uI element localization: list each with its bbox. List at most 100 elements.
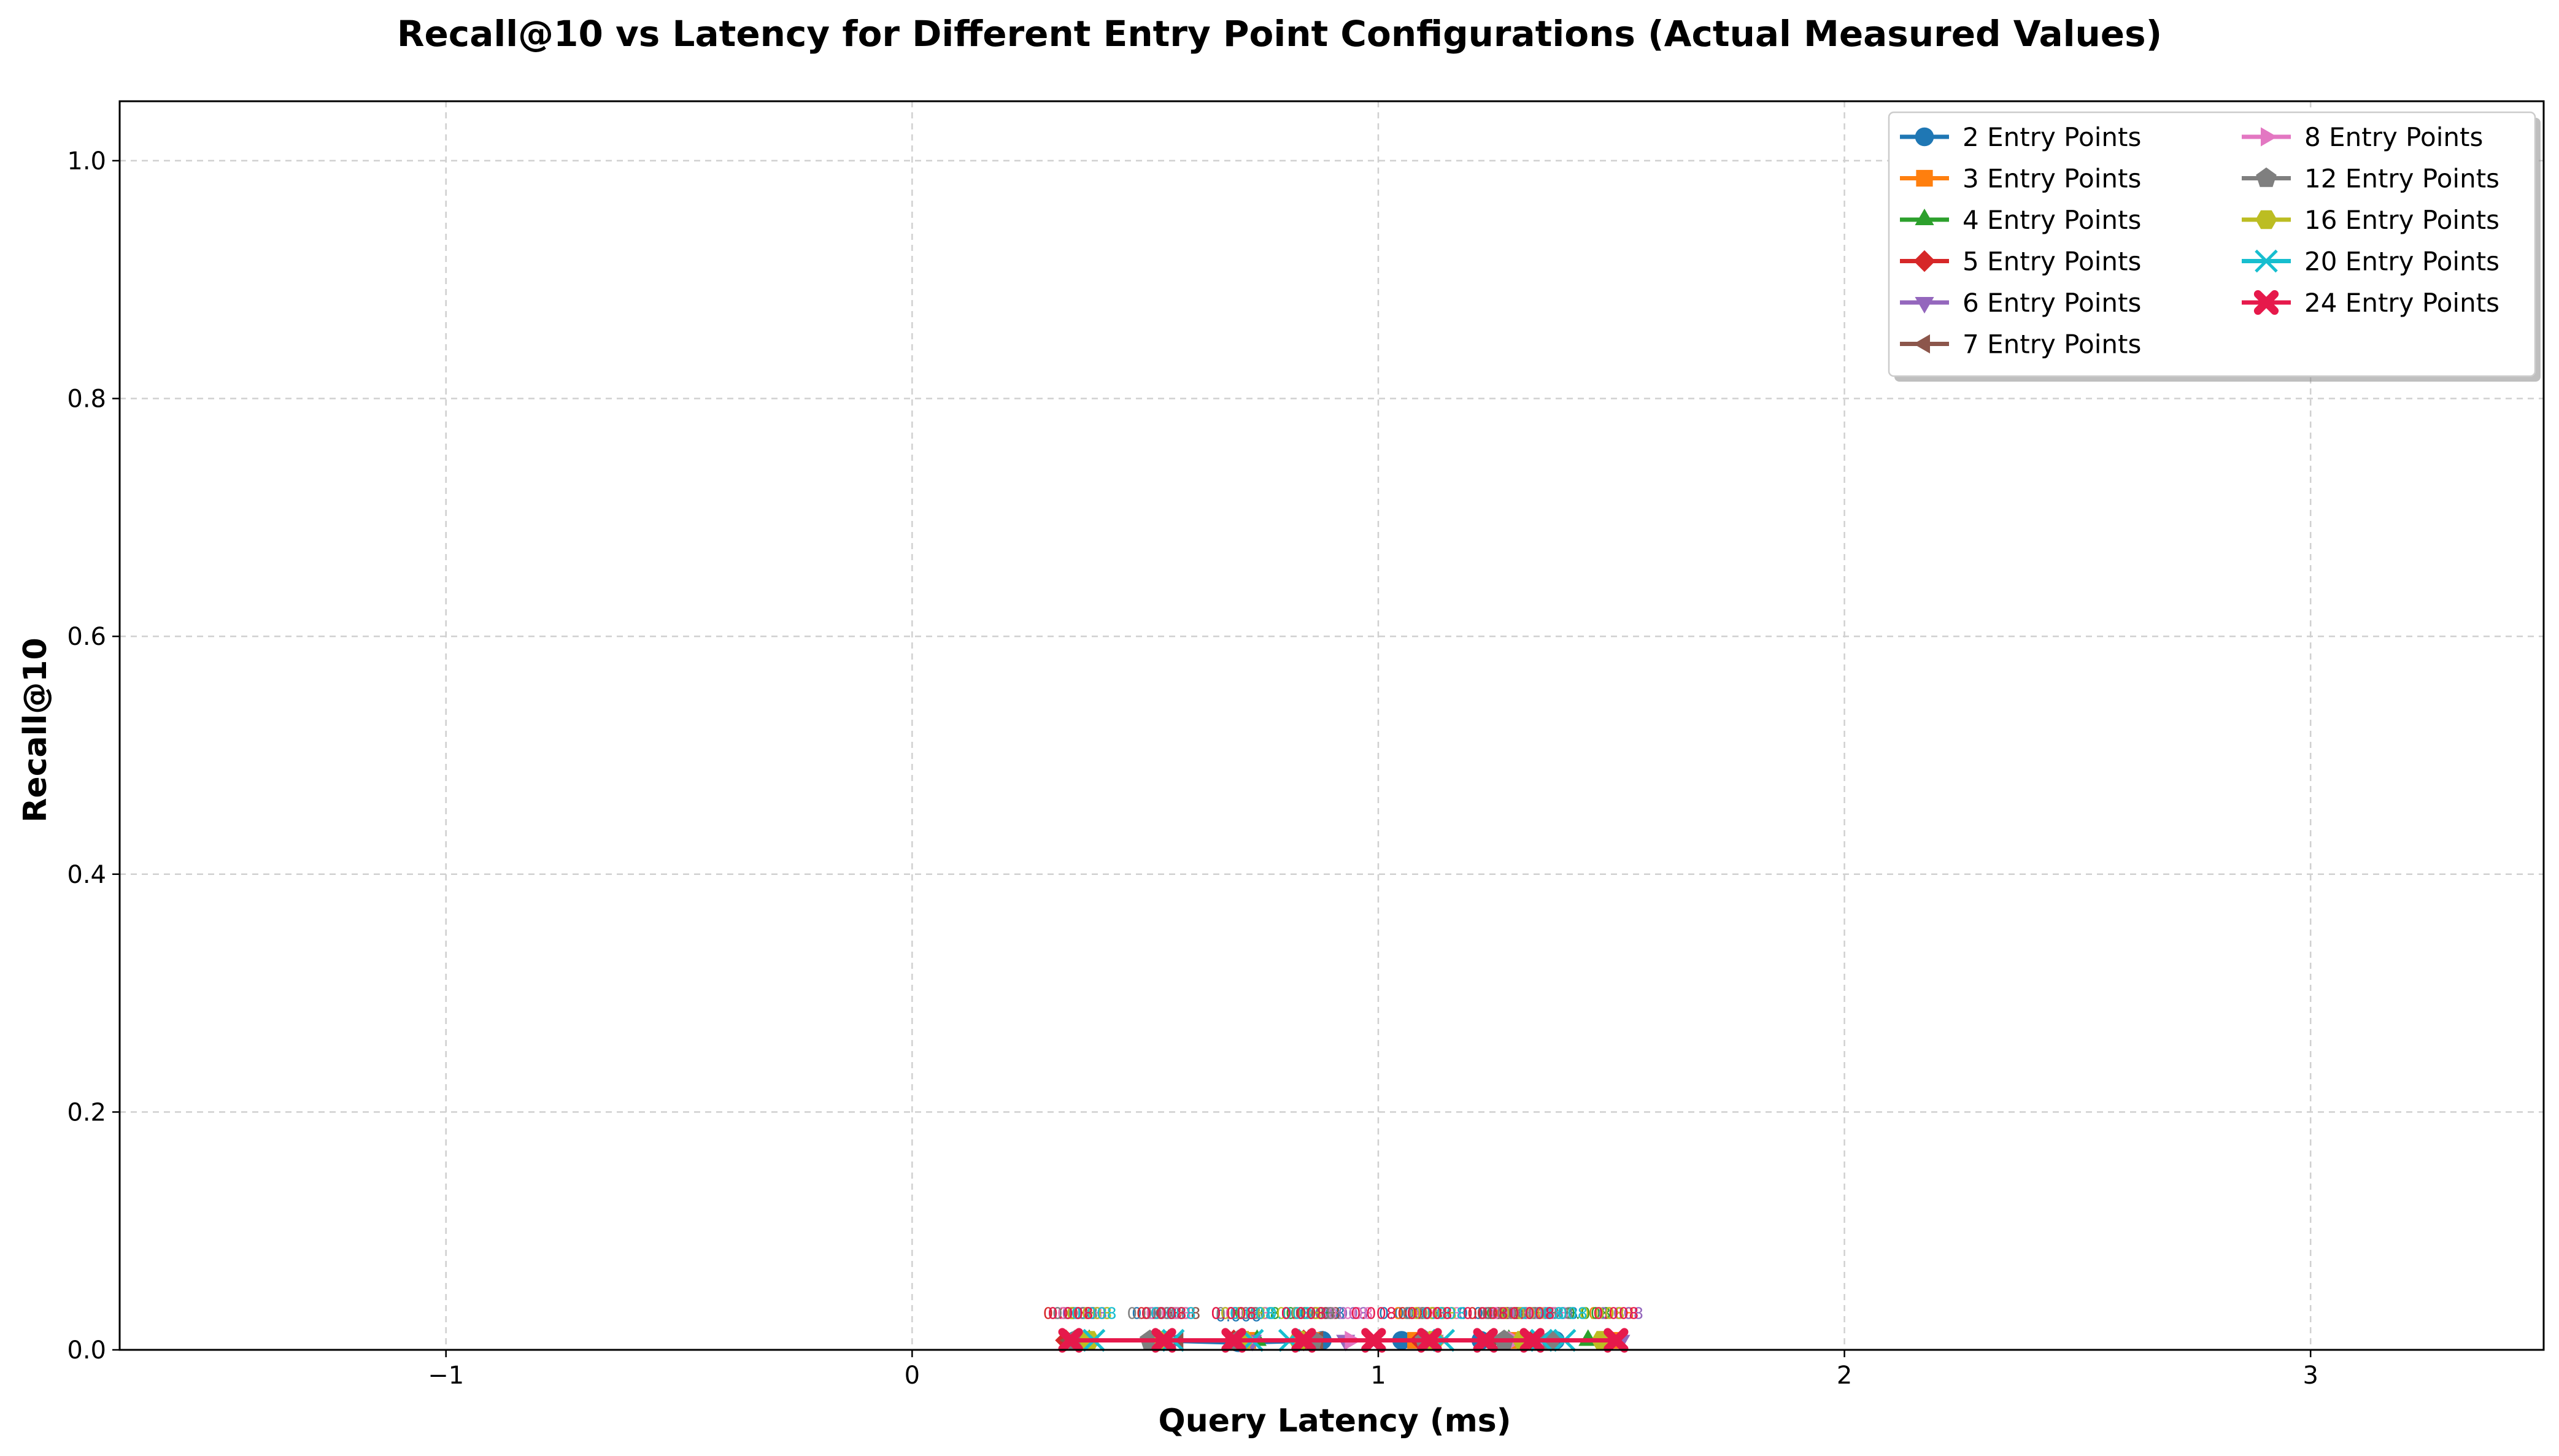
legend-marker — [2256, 167, 2277, 187]
data-label: 0.008 — [1458, 1304, 1503, 1323]
legend-marker — [1913, 334, 1930, 354]
data-label: 0.008 — [1589, 1304, 1634, 1323]
data-label: 0.008 — [1071, 1304, 1116, 1323]
data-label: 0.008 — [1351, 1304, 1396, 1323]
x-stroke — [2255, 249, 2278, 273]
data-point — [1417, 1328, 1442, 1353]
data-label: 0.008 — [1132, 1304, 1177, 1323]
data-label: 0.008 — [1286, 1304, 1331, 1323]
legend-label: 3 Entry Points — [1963, 164, 2141, 194]
legend-label: 2 Entry Points — [1963, 122, 2141, 152]
y-axis-label: Recall@10 — [17, 637, 54, 822]
x-stroke — [1604, 1328, 1629, 1353]
data-label: 0.008 — [1281, 1304, 1326, 1323]
x-stroke — [1361, 1328, 1386, 1353]
data-label: 0.008 — [1397, 1304, 1443, 1323]
plot-area-frame — [118, 100, 2545, 1351]
data-label: 0.008 — [1579, 1304, 1624, 1323]
data-labels: 0.008 0.008 0.006 0.008 0.008 0.008 0.0080.008… — [1043, 1304, 1643, 1325]
data-label: 0.008 — [1481, 1304, 1527, 1323]
data-label: 0.008 — [1411, 1304, 1457, 1323]
legend: 2 Entry Points 3 Entry Points 4 Entry Poin… — [1888, 111, 2541, 382]
data-label: 0.008 — [1220, 1304, 1265, 1323]
data-label: 0.008 — [1276, 1304, 1322, 1323]
data-label: 0.008 — [1052, 1304, 1098, 1323]
legend-label: 24 Entry Points — [2304, 288, 2499, 318]
data-point — [1361, 1328, 1386, 1353]
data-point — [1151, 1328, 1176, 1353]
legend-marker — [2253, 290, 2279, 315]
data-label: 0.008 — [1048, 1304, 1093, 1323]
x-tick-label: 0 — [905, 1362, 920, 1390]
legend-label: 4 Entry Points — [1963, 205, 2141, 235]
data-label: 0.008 — [1146, 1304, 1191, 1323]
data-point — [1473, 1328, 1498, 1353]
data-label: 0.008 — [1057, 1304, 1103, 1323]
data-point — [1058, 1328, 1083, 1353]
data-label: 0.008 — [1393, 1304, 1438, 1323]
legend-marker — [2261, 127, 2278, 147]
data-label: 0.008 — [1141, 1304, 1186, 1323]
data-label: 0.008 — [1220, 1304, 1265, 1323]
data-label: 0.008 — [1137, 1304, 1182, 1323]
legend-marker — [1915, 127, 1934, 147]
data-label: 0.008 — [1216, 1304, 1261, 1323]
data-label: 0.008 — [1281, 1304, 1326, 1323]
data-label: 0.008 — [1323, 1304, 1368, 1323]
data-label: 0.008 — [1048, 1304, 1093, 1323]
data-label: 0.008 — [1141, 1304, 1186, 1323]
data-label: 0.008 — [1141, 1304, 1186, 1323]
data-label: 0.008 — [1509, 1304, 1554, 1323]
x-stroke — [2253, 290, 2279, 315]
legend-label: 12 Entry Points — [2304, 164, 2499, 194]
grid — [120, 101, 2544, 1351]
data-label: 0.008 — [1509, 1304, 1554, 1323]
data-label: 0.008 — [1467, 1304, 1513, 1323]
data-label: 0.008 — [1519, 1304, 1564, 1323]
x-stroke — [1058, 1328, 1083, 1353]
legend-entry-1: 2 Entry Points — [1900, 122, 2141, 152]
y-tick-label: 0.2 — [67, 1098, 106, 1127]
x-tick-label: −1 — [428, 1362, 464, 1390]
data-point — [1604, 1328, 1629, 1353]
legend-marker — [1916, 169, 1933, 187]
legend-label: 5 Entry Points — [1963, 247, 2141, 277]
x-tick-label: 1 — [1370, 1362, 1386, 1390]
data-label: 0.008 — [1565, 1304, 1611, 1323]
y-tick-label: 0.8 — [67, 385, 106, 414]
legend-entry-10: 20 Entry Points — [2242, 247, 2499, 277]
x-stroke — [1473, 1328, 1498, 1353]
y-tick-label: 0.6 — [67, 623, 106, 651]
x-tick-label: 2 — [1837, 1362, 1852, 1390]
data-label: 0.008 — [1234, 1304, 1280, 1323]
data-point — [1221, 1328, 1246, 1353]
data-label: 0.008 — [1155, 1304, 1200, 1323]
legend-marker — [1915, 208, 1934, 225]
data-label: 0.008 — [1462, 1304, 1508, 1323]
legend-marker — [1913, 250, 1936, 272]
data-label: 0.008 — [1300, 1304, 1345, 1323]
legend-box — [1888, 111, 2536, 377]
data-label: 0.008 — [1407, 1304, 1452, 1323]
data-label: 0.008 — [1476, 1304, 1522, 1323]
data-label: 0.008 — [1500, 1304, 1545, 1323]
data-label: 0.008 — [1067, 1304, 1112, 1323]
legend-entry-9: 16 Entry Points — [2242, 205, 2499, 235]
data-label: 0.008 — [1267, 1304, 1312, 1323]
data-label: 0.008 — [1127, 1304, 1173, 1323]
data-label: 0.008 — [1146, 1304, 1191, 1323]
data-label: 0.008 — [1062, 1304, 1107, 1323]
data-label: 0.008 — [1416, 1304, 1461, 1323]
data-label: 0.008 — [1411, 1304, 1457, 1323]
x-stroke — [1519, 1328, 1545, 1353]
data-label: 0.008 — [1532, 1304, 1578, 1323]
data-label: 0.008 — [1043, 1304, 1089, 1323]
x-stroke — [1221, 1328, 1246, 1353]
data-label: 0.008 — [1290, 1304, 1335, 1323]
data-label: 0.008 — [1402, 1304, 1448, 1323]
legend-marker — [1915, 297, 1934, 314]
y-tick-label: 0.4 — [67, 861, 106, 889]
y-tick-label: 0.0 — [67, 1336, 106, 1365]
data-label: 0.008 — [1402, 1304, 1448, 1323]
